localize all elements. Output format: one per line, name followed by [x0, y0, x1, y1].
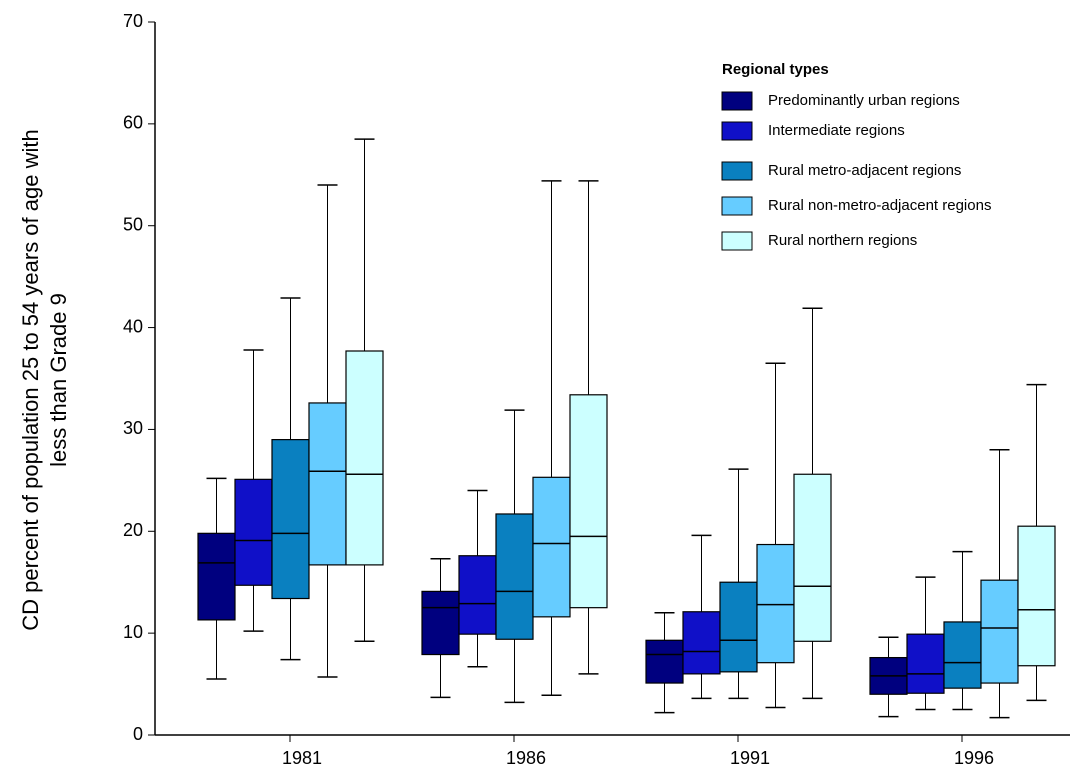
y-tick-label: 50: [123, 214, 143, 234]
box: [271, 439, 310, 600]
box: [682, 611, 721, 675]
legend-label: Rural metro-adjacent regions: [768, 162, 961, 179]
legend-label: Rural northern regions: [768, 232, 917, 249]
box: [793, 473, 832, 642]
legend-label: Rural non-metro-adjacent regions: [768, 197, 991, 214]
box: [197, 532, 236, 621]
y-tick-label: 40: [123, 316, 143, 336]
x-tick-label: 1991: [730, 748, 770, 767]
y-tick-label: 70: [123, 11, 143, 31]
box: [495, 513, 534, 640]
y-tick-label: 60: [123, 113, 143, 133]
box: [569, 394, 608, 609]
x-tick-label: 1986: [506, 748, 546, 767]
x-tick-label: 1981: [282, 748, 322, 767]
box: [308, 402, 347, 566]
box: [234, 478, 273, 586]
legend-title: Regional types: [722, 61, 829, 78]
box: [345, 350, 384, 566]
box: [719, 581, 758, 673]
legend-swatch: [721, 91, 753, 111]
legend-swatch: [721, 231, 753, 251]
legend-swatch: [721, 161, 753, 181]
legend-label: Intermediate regions: [768, 122, 905, 139]
box: [980, 579, 1019, 684]
y-tick-label: 10: [123, 622, 143, 642]
box: [645, 639, 684, 684]
y-tick-label: 30: [123, 418, 143, 438]
y-axis-label: CD percent of population 25 to 54 years …: [18, 129, 43, 630]
box: [421, 590, 460, 656]
box: [532, 476, 571, 618]
box: [1017, 525, 1056, 667]
box: [943, 621, 982, 689]
legend-label: Predominantly urban regions: [768, 92, 960, 109]
legend-swatch: [721, 196, 753, 216]
box: [906, 633, 945, 694]
box: [756, 543, 795, 664]
box: [458, 555, 497, 635]
y-tick-label: 0: [133, 724, 143, 744]
y-tick-label: 20: [123, 520, 143, 540]
x-tick-label: 1996: [954, 748, 994, 767]
y-axis-label: less than Grade 9: [46, 293, 71, 467]
legend-swatch: [721, 121, 753, 141]
